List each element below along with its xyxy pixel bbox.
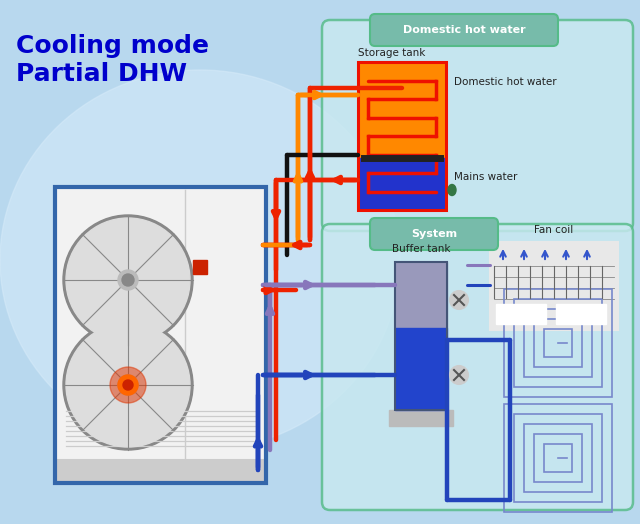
Text: Cooling mode: Cooling mode bbox=[16, 34, 209, 58]
Bar bbox=[395, 262, 447, 410]
Bar bbox=[58, 460, 263, 480]
Bar bbox=[395, 328, 447, 410]
FancyBboxPatch shape bbox=[370, 14, 558, 46]
Bar bbox=[543, 444, 572, 473]
Circle shape bbox=[110, 367, 146, 403]
Text: Partial DHW: Partial DHW bbox=[16, 62, 187, 86]
Bar bbox=[193, 260, 207, 274]
Bar bbox=[524, 309, 592, 377]
Text: Domestic hot water: Domestic hot water bbox=[403, 25, 525, 35]
Circle shape bbox=[63, 215, 193, 345]
Bar bbox=[514, 414, 602, 502]
Text: Storage tank: Storage tank bbox=[358, 48, 426, 58]
Bar bbox=[395, 262, 447, 328]
Circle shape bbox=[123, 380, 133, 390]
Circle shape bbox=[66, 323, 190, 447]
Bar bbox=[358, 158, 446, 210]
Bar bbox=[556, 304, 606, 324]
Circle shape bbox=[122, 274, 134, 286]
Circle shape bbox=[118, 375, 138, 395]
Bar bbox=[58, 190, 263, 460]
Bar bbox=[524, 424, 592, 492]
Bar bbox=[534, 319, 582, 367]
Bar bbox=[389, 410, 453, 426]
Bar bbox=[496, 304, 546, 324]
Bar bbox=[490, 242, 618, 330]
Circle shape bbox=[118, 270, 138, 290]
Bar bbox=[504, 289, 612, 397]
Bar bbox=[358, 62, 446, 158]
Ellipse shape bbox=[0, 70, 400, 450]
FancyBboxPatch shape bbox=[322, 224, 633, 510]
Circle shape bbox=[450, 366, 468, 384]
Circle shape bbox=[118, 375, 138, 395]
Text: Domestic hot water: Domestic hot water bbox=[454, 77, 557, 87]
FancyBboxPatch shape bbox=[370, 218, 498, 250]
Text: Fan coil: Fan coil bbox=[534, 225, 573, 235]
Circle shape bbox=[450, 291, 468, 309]
Bar bbox=[358, 62, 446, 210]
FancyBboxPatch shape bbox=[322, 20, 633, 231]
Circle shape bbox=[66, 218, 190, 342]
Bar bbox=[514, 299, 602, 387]
Text: System: System bbox=[411, 229, 457, 239]
Text: Mains water: Mains water bbox=[454, 172, 517, 182]
Text: Buffer tank: Buffer tank bbox=[392, 244, 451, 254]
Bar bbox=[504, 404, 612, 512]
Bar bbox=[534, 434, 582, 482]
Circle shape bbox=[122, 379, 134, 391]
Bar bbox=[543, 329, 572, 357]
Circle shape bbox=[63, 320, 193, 450]
Ellipse shape bbox=[448, 184, 456, 195]
Bar bbox=[55, 187, 266, 483]
